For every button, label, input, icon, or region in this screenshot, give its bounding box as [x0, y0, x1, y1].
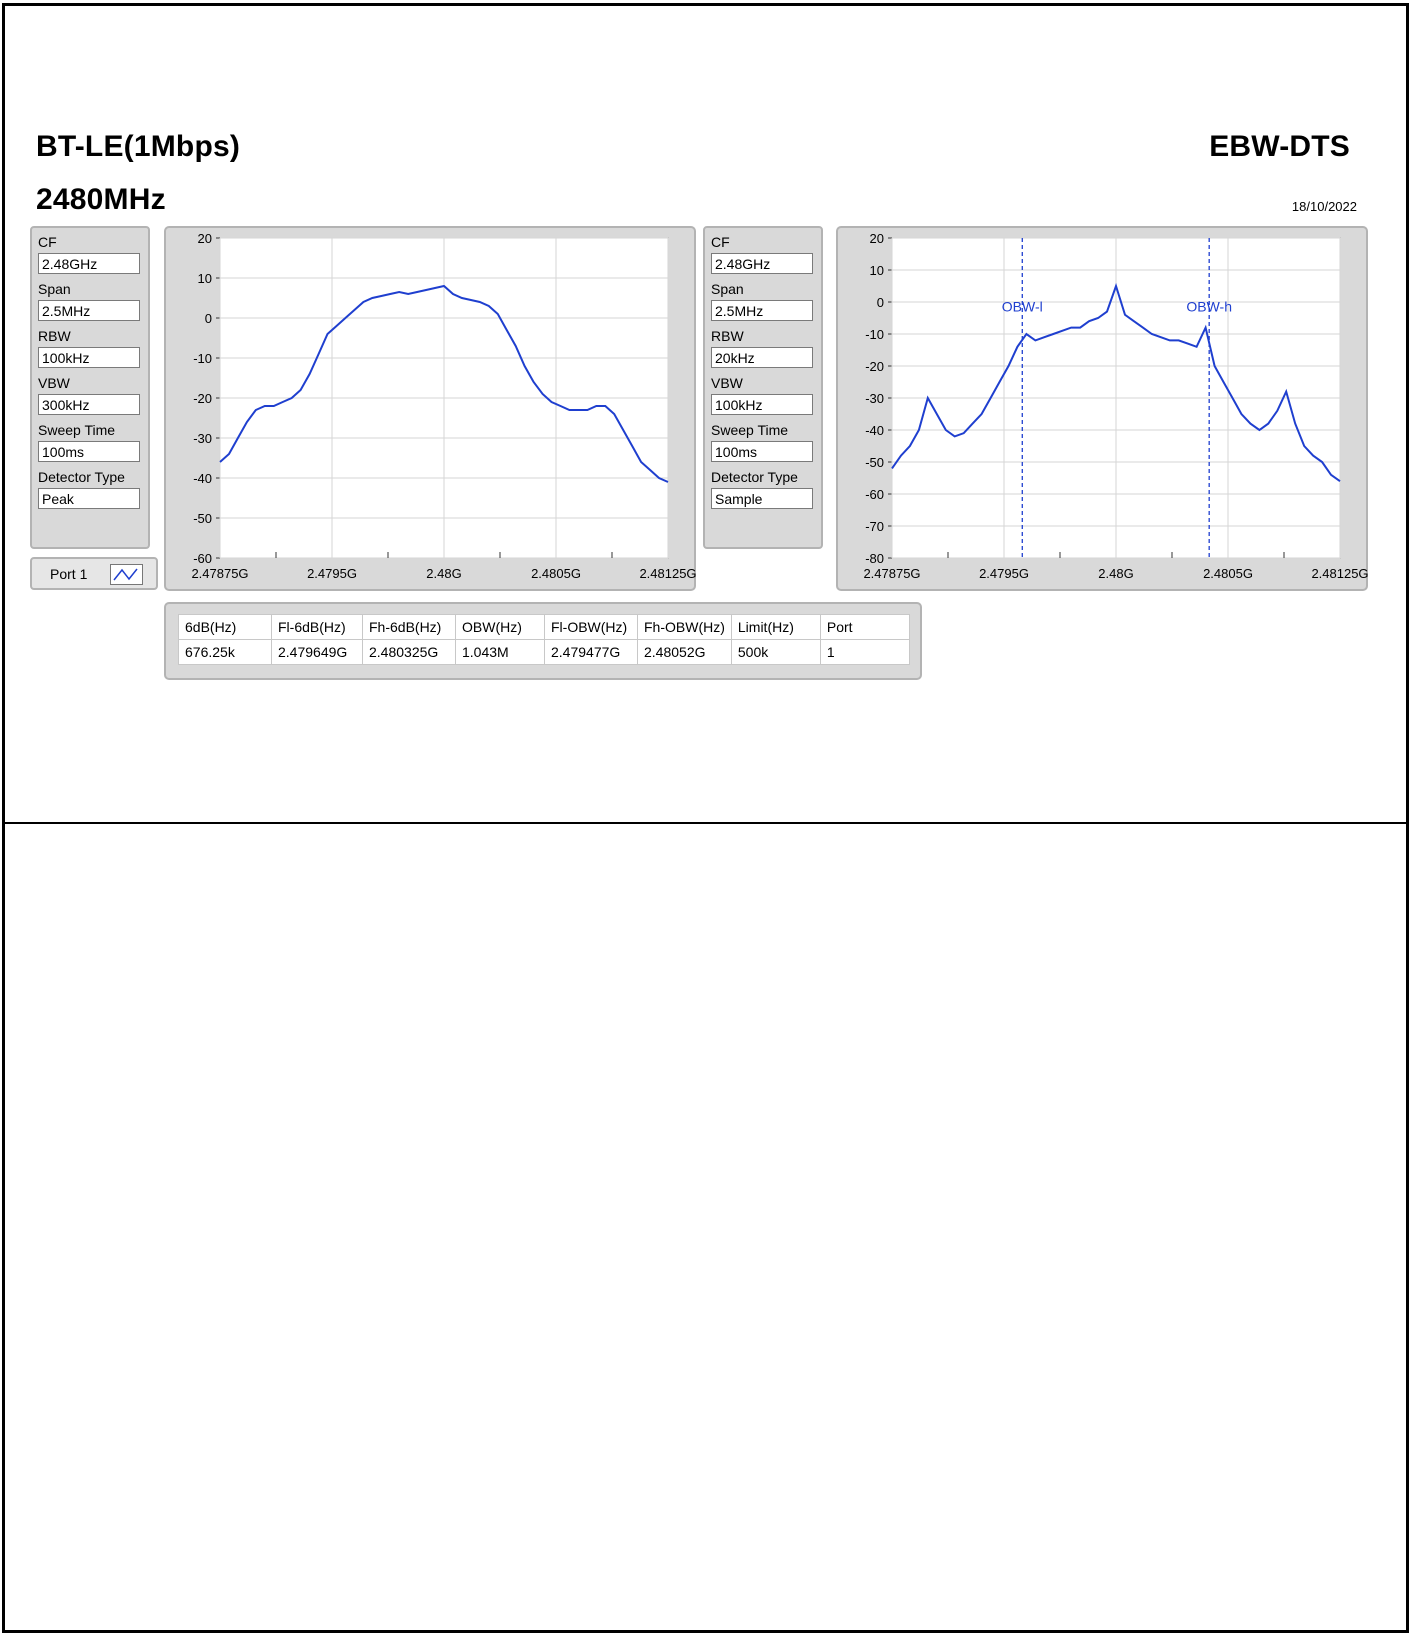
y-tick-label: -20 — [865, 359, 884, 374]
page-frame — [2, 3, 1409, 1633]
setting-label: Sweep Time — [711, 422, 789, 438]
y-tick-label: -10 — [865, 327, 884, 342]
table-header: Limit(Hz) — [730, 614, 821, 640]
mode-title: BT-LE(1Mbps) — [36, 130, 241, 163]
x-tick-label: 2.4795G — [307, 566, 357, 581]
table-header: 6dB(Hz) — [178, 614, 272, 640]
setting-label: Span — [38, 281, 71, 297]
test-title: EBW-DTS — [1209, 130, 1350, 163]
trace-line-icon[interactable] — [110, 564, 143, 585]
table-header-row: 6dB(Hz) Fl-6dB(Hz) Fh-6dB(Hz) OBW(Hz) Fl… — [178, 614, 910, 640]
y-tick-label: -30 — [193, 431, 212, 446]
x-tick-label: 2.48125G — [639, 566, 696, 581]
x-tick-label: 2.4805G — [1203, 566, 1253, 581]
y-tick-label: -80 — [865, 551, 884, 566]
spectrum-trace — [891, 282, 1341, 483]
setting-label: RBW — [38, 328, 71, 344]
y-tick-label: -60 — [865, 487, 884, 502]
setting-value-cf[interactable]: 2.48GHz — [711, 253, 813, 274]
table-cell: 2.48052G — [637, 639, 732, 665]
setting-value-cf[interactable]: 2.48GHz — [38, 253, 140, 274]
x-tick-label: 2.48125G — [1311, 566, 1368, 581]
table-cell: 500k — [730, 639, 821, 665]
chart-panel-6db: 20 10 0 -10 -20 -30 -40 -50 -60 2.47875G 2.4795G 2.… — [164, 226, 697, 591]
y-tick-label: -40 — [193, 471, 212, 486]
setting-value-rbw[interactable]: 20kHz — [711, 347, 813, 368]
setting-value-sweep-time[interactable]: 100ms — [38, 441, 140, 462]
setting-label: Span — [711, 281, 744, 297]
setting-label: CF — [38, 234, 57, 250]
chart-panel-obw: 20 10 0 -10 -20 -30 -40 -50 -60 -70 -80 2.47875G 2.4… — [836, 226, 1369, 591]
x-tick-label: 2.4805G — [531, 566, 581, 581]
setting-label: VBW — [711, 375, 743, 391]
table-cell: 676.25k — [178, 639, 272, 665]
table-header: Fl-OBW(Hz) — [544, 614, 638, 640]
table-cell: 2.479649G — [271, 639, 363, 665]
spectrum-trace — [219, 284, 669, 483]
y-tick-label: 0 — [205, 311, 212, 326]
y-tick-label: -30 — [865, 391, 884, 406]
table-cell: 1 — [819, 639, 910, 665]
x-tick-label: 2.4795G — [979, 566, 1029, 581]
settings-panel-left: CF 2.48GHz Span 2.5MHz RBW 100kHz VBW 30… — [30, 226, 150, 549]
table-header: Port — [819, 614, 910, 640]
table-row: 676.25k 2.479649G 2.480325G 1.043M 2.479… — [178, 639, 910, 665]
setting-value-vbw[interactable]: 100kHz — [711, 394, 813, 415]
table-cell: 1.043M — [455, 639, 545, 665]
frequency-title: 2480MHz — [36, 183, 166, 216]
port-label: Port 1 — [50, 566, 88, 582]
setting-label: VBW — [38, 375, 70, 391]
x-tick-label: 2.47875G — [191, 566, 248, 581]
table-header: Fl-6dB(Hz) — [271, 614, 363, 640]
test-date: 18/10/2022 — [1291, 199, 1357, 214]
y-tick-label: -50 — [193, 511, 212, 526]
results-table: 6dB(Hz) Fl-6dB(Hz) Fh-6dB(Hz) OBW(Hz) Fl… — [178, 614, 910, 665]
table-header: OBW(Hz) — [455, 614, 545, 640]
spectrum-chart-6db: 20 10 0 -10 -20 -30 -40 -50 -602.47875G 2.4795G 2.… — [191, 231, 696, 581]
y-tick-label: 20 — [198, 231, 212, 246]
settings-panel-right: CF 2.48GHz Span 2.5MHz RBW 20kHz VBW 100… — [703, 226, 823, 549]
setting-value-detector[interactable]: Sample — [711, 488, 813, 509]
setting-label: Detector Type — [711, 469, 798, 485]
table-header: Fh-OBW(Hz) — [637, 614, 732, 640]
x-tick-label: 2.48G — [426, 566, 461, 581]
setting-label: CF — [711, 234, 730, 250]
y-tick-label: -10 — [193, 351, 212, 366]
setting-label: Detector Type — [38, 469, 125, 485]
y-tick-label: 20 — [870, 231, 884, 246]
trace-legend: Port 1 — [30, 557, 158, 590]
setting-label: Sweep Time — [38, 422, 116, 438]
y-tick-label: -60 — [193, 551, 212, 566]
y-tick-label: -70 — [865, 519, 884, 534]
table-cell: 2.479477G — [544, 639, 638, 665]
x-tick-label: 2.48G — [1098, 566, 1133, 581]
marker-label: OBW-l — [1002, 299, 1043, 315]
page-divider — [5, 822, 1409, 824]
y-tick-label: 10 — [870, 263, 884, 278]
setting-value-vbw[interactable]: 300kHz — [38, 394, 140, 415]
setting-value-rbw[interactable]: 100kHz — [38, 347, 140, 368]
x-tick-label: 2.47875G — [863, 566, 920, 581]
setting-value-span[interactable]: 2.5MHz — [711, 300, 813, 321]
results-table-panel: 6dB(Hz) Fl-6dB(Hz) Fh-6dB(Hz) OBW(Hz) Fl… — [164, 602, 922, 680]
y-tick-label: 10 — [198, 271, 212, 286]
spectrum-chart-obw: 20 10 0 -10 -20 -30 -40 -50 -60 -70 -802.47875G 2.4… — [863, 231, 1368, 581]
setting-value-span[interactable]: 2.5MHz — [38, 300, 140, 321]
y-tick-label: -20 — [193, 391, 212, 406]
setting-value-sweep-time[interactable]: 100ms — [711, 441, 813, 462]
setting-value-detector[interactable]: Peak — [38, 488, 140, 509]
marker-label: OBW-h — [1186, 299, 1232, 315]
y-tick-label: -50 — [865, 455, 884, 470]
table-cell: 2.480325G — [362, 639, 456, 665]
y-tick-label: 0 — [877, 295, 884, 310]
setting-label: RBW — [711, 328, 744, 344]
table-header: Fh-6dB(Hz) — [362, 614, 456, 640]
y-tick-label: -40 — [865, 423, 884, 438]
